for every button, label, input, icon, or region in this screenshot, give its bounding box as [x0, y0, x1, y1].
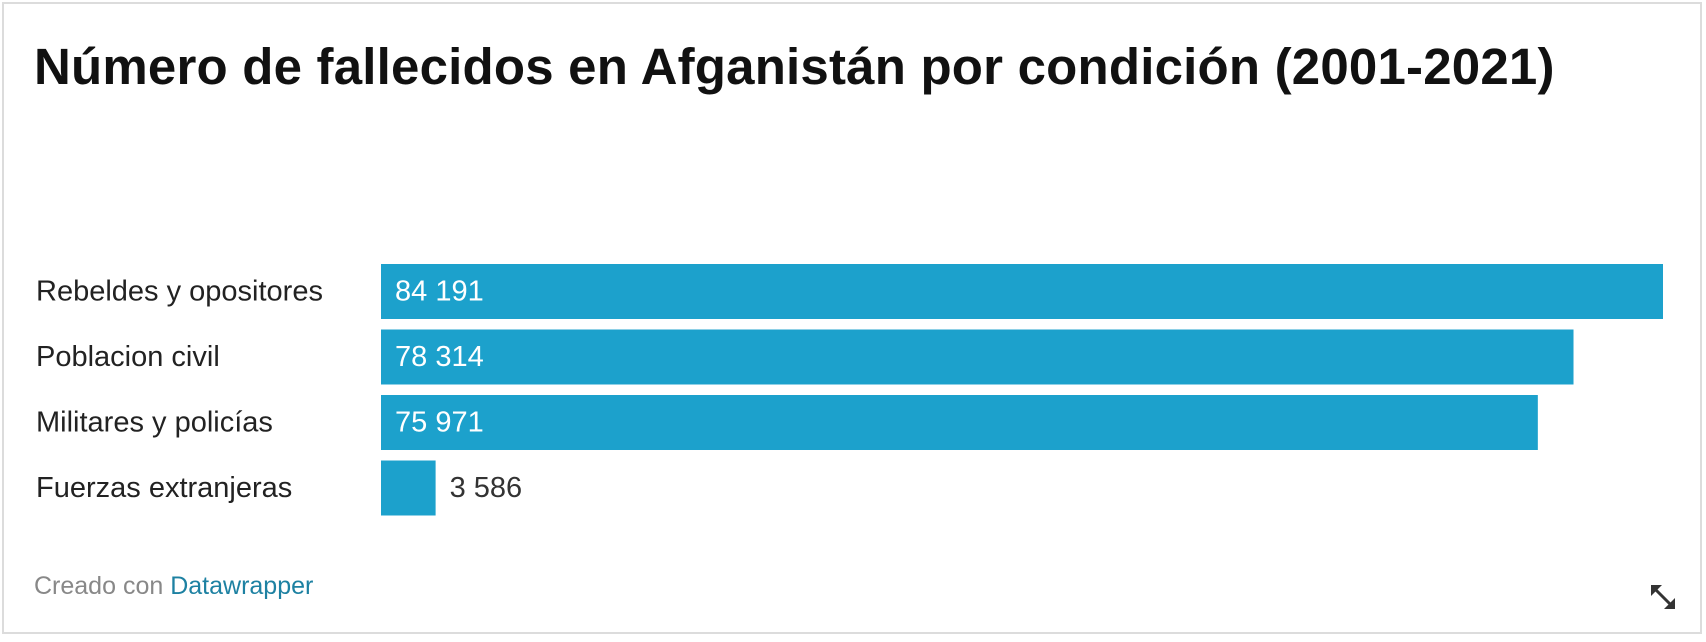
bar — [381, 329, 1574, 385]
bar — [381, 264, 1663, 319]
bar — [381, 395, 1538, 450]
value-label: 3 586 — [450, 472, 523, 504]
expand-icon[interactable] — [1648, 582, 1678, 612]
bar — [381, 460, 436, 516]
value-label: 84 191 — [395, 276, 484, 308]
datawrapper-link[interactable]: Datawrapper — [170, 572, 314, 600]
category-label: Fuerzas extranjeras — [36, 472, 292, 504]
chart-title: Número de fallecidos en Afganistán por c… — [34, 38, 1555, 95]
value-label: 75 971 — [395, 407, 484, 439]
category-label: Rebeldes y opositores — [36, 276, 323, 308]
value-label: 78 314 — [395, 341, 484, 373]
footer-prefix: Creado con — [34, 572, 164, 600]
category-label: Militares y policías — [36, 407, 273, 439]
category-label: Poblacion civil — [36, 341, 220, 373]
footer-credit: Creado con Datawrapper — [34, 572, 313, 601]
